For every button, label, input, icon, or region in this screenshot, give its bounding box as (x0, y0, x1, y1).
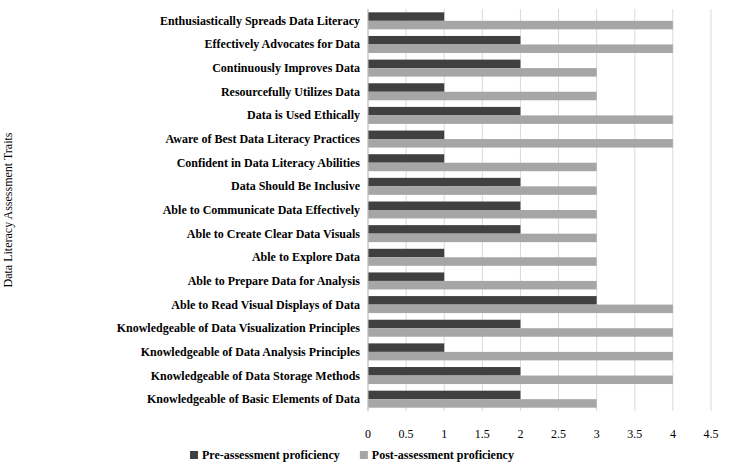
bar (368, 83, 444, 92)
tick-label: 3 (594, 427, 600, 441)
legend-swatch (360, 451, 368, 459)
bar (368, 154, 444, 163)
bar (368, 281, 597, 290)
bar (368, 21, 673, 30)
grid-line (368, 9, 369, 411)
bar (368, 92, 597, 101)
bar (368, 328, 673, 337)
bar (368, 139, 673, 148)
category-label: Aware of Best Data Literacy Practices (166, 132, 361, 146)
bar (368, 399, 597, 408)
bar (368, 272, 444, 281)
tick-label: 2 (517, 427, 523, 441)
category-label: Resourcefully Utilizes Data (221, 85, 360, 99)
tick-label: 3.5 (627, 427, 642, 441)
tick-label: 4.5 (704, 427, 719, 441)
legend-label: Pre-assessment proficiency (202, 448, 340, 462)
bar (368, 36, 520, 45)
category-label: Effectively Advocates for Data (205, 37, 360, 51)
bar (368, 343, 444, 352)
tick-label: 2.5 (551, 427, 566, 441)
axis-line (368, 9, 369, 411)
tick-label: 4 (670, 427, 676, 441)
chart: 0 0.5 1 1.5 2 2.5 3 3.5 4 4.5 Enthusiastically Spr… (0, 0, 738, 470)
bar (368, 257, 597, 266)
bar (368, 320, 520, 329)
axis-title: Data Literacy Assessment Traits (1, 132, 15, 287)
bar (368, 367, 520, 376)
bar (368, 107, 520, 116)
bar (368, 68, 597, 77)
bar (368, 44, 673, 53)
bar (368, 225, 520, 234)
category-label: Able to Prepare Data for Analysis (188, 274, 361, 288)
category-label: Knowledgeable of Data Analysis Principle… (141, 345, 361, 359)
bar (368, 376, 673, 385)
bar (368, 249, 444, 258)
grid-line (672, 9, 673, 411)
category-label: Able to Explore Data (252, 250, 360, 264)
bar (368, 163, 597, 172)
category-label: Able to Communicate Data Effectively (163, 203, 360, 217)
tick-label: 1 (441, 427, 447, 441)
category-label: Continuously Improves Data (212, 61, 360, 75)
tick-label: 1.5 (475, 427, 490, 441)
category-label: Enthusiastically Spreads Data Literacy (160, 14, 360, 28)
bar (368, 178, 520, 187)
bar (368, 115, 673, 124)
category-label: Able to Read Visual Displays of Data (171, 298, 360, 312)
category-label: Knowledgeable of Data Storage Methods (151, 369, 361, 383)
category-label: Knowledgeable of Basic Elements of Data (147, 392, 360, 406)
tick-label: 0 (365, 427, 371, 441)
bar (368, 305, 673, 314)
grid-line (634, 9, 635, 411)
bar (368, 296, 597, 305)
tick-label: 0.5 (399, 427, 414, 441)
bar (368, 131, 444, 140)
category-label: Confident in Data Literacy Abilities (177, 156, 361, 170)
bar (368, 391, 520, 400)
grid-line (711, 9, 712, 411)
legend-swatch (190, 451, 198, 459)
bar (368, 186, 597, 195)
bar (368, 202, 520, 211)
bar (368, 210, 597, 219)
bars (368, 12, 673, 407)
bar (368, 352, 673, 361)
bar (368, 12, 444, 20)
category-label: Data Should Be Inclusive (231, 179, 361, 193)
category-label: Able to Create Clear Data Visuals (187, 227, 361, 241)
bar (368, 60, 520, 69)
category-label: Data is Used Ethically (247, 108, 360, 122)
category-label: Knowledgeable of Data Visualization Prin… (117, 321, 361, 335)
bar (368, 234, 597, 243)
legend-label: Post-assessment proficiency (372, 448, 514, 462)
